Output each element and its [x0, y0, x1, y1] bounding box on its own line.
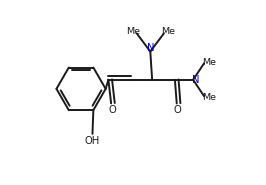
Text: Me: Me	[161, 27, 175, 36]
Text: N: N	[147, 43, 154, 53]
Text: Me: Me	[202, 58, 216, 67]
Text: O: O	[174, 105, 181, 115]
Text: Me: Me	[126, 27, 140, 36]
Text: Me: Me	[202, 92, 216, 102]
Text: O: O	[108, 105, 116, 115]
Text: OH: OH	[85, 136, 100, 146]
Text: N: N	[192, 75, 199, 85]
